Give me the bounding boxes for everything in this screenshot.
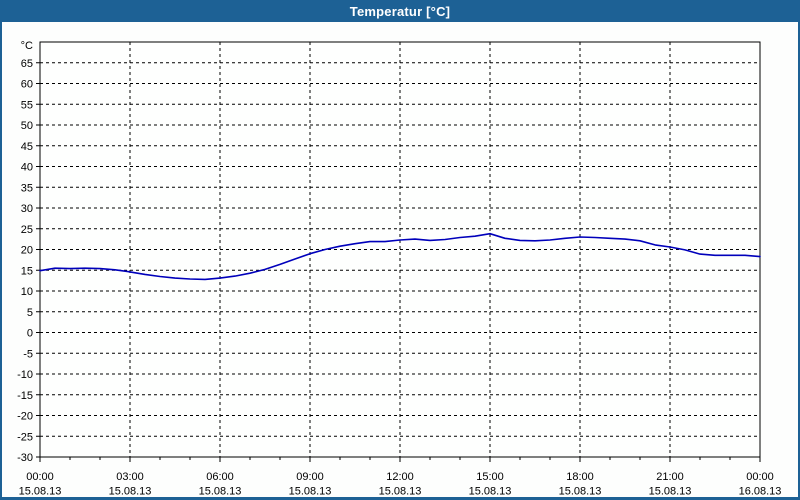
y-tick-label: 55 [21, 99, 33, 111]
window-border-bottom [0, 497, 800, 500]
x-date-label: 16.08.13 [739, 486, 782, 498]
x-date-label: 15.08.13 [289, 486, 332, 498]
y-tick-label: -20 [17, 411, 33, 423]
x-date-label: 15.08.13 [469, 486, 512, 498]
x-time-label: 03:00 [116, 471, 144, 483]
y-tick-label: -10 [17, 369, 33, 381]
window-border-left [0, 22, 2, 500]
window-title: Temperatur [°C] [349, 3, 451, 19]
y-tick-label: 25 [21, 224, 33, 236]
y-tick-label: -25 [17, 431, 33, 443]
y-tick-label: 5 [27, 307, 33, 319]
y-tick-label: 35 [21, 182, 33, 194]
x-date-label: 15.08.13 [109, 486, 152, 498]
x-time-label: 00:00 [746, 471, 774, 483]
y-tick-label: 15 [21, 265, 33, 277]
temperature-line [39, 232, 761, 281]
x-time-label: 00:00 [26, 471, 54, 483]
y-axis-unit-label: °C [21, 40, 33, 52]
x-time-label: 12:00 [386, 471, 414, 483]
x-date-label: 15.08.13 [649, 486, 692, 498]
x-time-label: 06:00 [206, 471, 234, 483]
x-date-label: 15.08.13 [379, 486, 422, 498]
x-date-label: 15.08.13 [559, 486, 602, 498]
window-titlebar: Temperatur [°C] [0, 0, 800, 22]
x-date-label: 15.08.13 [199, 486, 242, 498]
chart-area: 65 60 55 50 45 40 35 30 25 20 15 10 5 0 -5 -10 -15 -20 -25… [0, 22, 800, 500]
y-tick-label: 60 [21, 79, 33, 91]
y-tick-label: -30 [17, 452, 33, 464]
window-border-right [798, 22, 800, 500]
y-tick-label: -5 [23, 348, 33, 360]
y-tick-label: 65 [21, 58, 33, 70]
temperature-chart: 65605550454035302520151050-5-10-15-20-25… [17, 40, 782, 498]
y-tick-label: 10 [21, 286, 33, 298]
y-tick-label: 0 [27, 328, 33, 340]
x-time-label: 09:00 [296, 471, 324, 483]
y-tick-label: 50 [21, 120, 33, 132]
y-tick-label: 20 [21, 245, 33, 257]
x-time-label: 18:00 [566, 471, 594, 483]
x-date-label: 15.08.13 [19, 486, 62, 498]
y-tick-label: -15 [17, 390, 33, 402]
x-time-label: 21:00 [656, 471, 684, 483]
y-tick-label: 45 [21, 141, 33, 153]
y-tick-label: 40 [21, 162, 33, 174]
x-time-label: 15:00 [476, 471, 504, 483]
y-tick-label: 30 [21, 203, 33, 215]
